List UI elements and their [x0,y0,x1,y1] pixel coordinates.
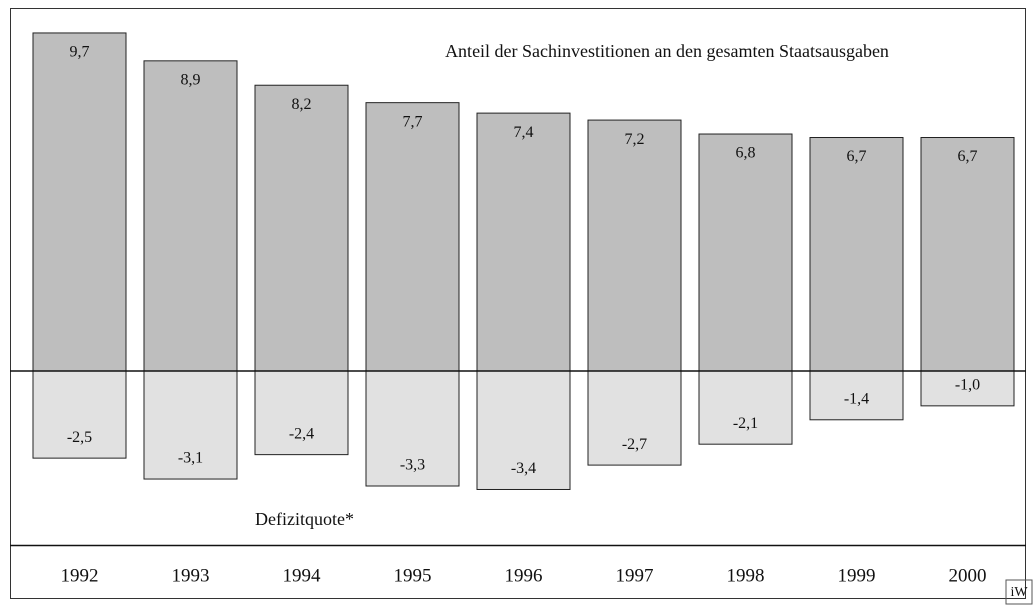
bar [698,133,793,372]
value-label: -3,1 [178,450,203,467]
logo: iW [1005,579,1033,605]
bar [587,370,682,466]
value-label: 6,7 [847,148,867,165]
value-label: -2,5 [67,429,92,446]
x-tick-label: 1997 [616,565,654,586]
x-tick-label: 2000 [949,565,987,586]
value-label: 6,7 [958,148,978,165]
bar [809,137,904,372]
value-label: -2,4 [289,425,314,442]
bar [143,60,238,372]
svg-text:iW: iW [1010,585,1028,600]
value-label: -2,7 [622,436,647,453]
bar [254,370,349,456]
x-tick-label: 1992 [61,565,99,586]
x-tick-label: 1998 [727,565,765,586]
x-tick-label: 1999 [838,565,876,586]
value-label: -3,3 [400,457,425,474]
value-label: -2,1 [733,415,758,432]
bar [32,370,127,459]
series-annotation: Anteil der Sachinvestitionen an den gesa… [445,41,889,61]
value-label: 7,7 [403,113,423,130]
value-label: 9,7 [70,44,90,61]
bar [476,370,571,490]
bar [476,112,571,372]
value-label: 7,4 [514,124,534,141]
value-label: -1,0 [955,377,980,394]
bar [698,370,793,445]
value-label: 8,9 [181,72,201,89]
bar [32,32,127,372]
value-label: -3,4 [511,460,536,477]
value-label: -1,4 [844,390,869,407]
bar [143,370,238,480]
frame [10,8,1026,599]
value-label: 6,8 [736,145,756,162]
bar [365,370,460,487]
x-tick-label: 1996 [505,565,543,586]
value-label: 7,2 [625,131,645,148]
bar [365,102,460,372]
value-label: 8,2 [292,96,312,113]
bar [587,119,682,372]
bar [920,137,1015,372]
x-tick-label: 1995 [394,565,432,586]
bar [254,84,349,372]
x-tick-label: 1994 [283,565,322,586]
x-tick-label: 1993 [172,565,210,586]
series-annotation: Defizitquote* [255,509,354,529]
